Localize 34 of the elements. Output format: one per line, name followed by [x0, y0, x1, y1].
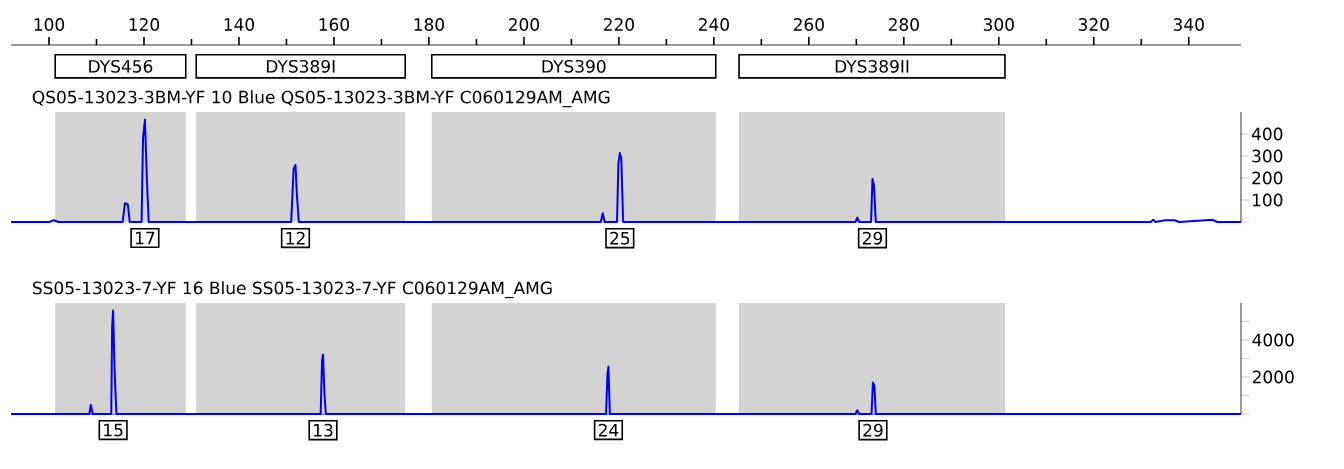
annotation: 29	[863, 423, 883, 437]
x-tick-label: 240	[698, 18, 729, 31]
y-tick-label: 100	[1252, 193, 1283, 207]
x-tick-label: 180	[414, 18, 445, 31]
annotation: 24	[598, 423, 619, 437]
line-series	[10, 118, 1242, 223]
y-tick-label: 200	[1252, 171, 1283, 185]
y-tick-label: 4000	[1252, 333, 1294, 347]
y-tick-label: 2000	[1252, 370, 1294, 384]
y-tick-label: 400	[1251, 127, 1283, 141]
band-label: DYS390	[542, 59, 606, 73]
x-tick-label: 100	[34, 18, 65, 31]
x-tick-label: 120	[129, 18, 160, 31]
annotation: 29	[862, 231, 883, 245]
chart-title: SS05-13023-7-YF 16 Blue SS05-13023-7-YF C060129AM_AMG	[32, 281, 552, 299]
x-tick-label: 320	[1078, 18, 1109, 31]
x-tick-label: 200	[508, 18, 539, 31]
annotation: 15	[104, 423, 123, 437]
x-tick-label: 300	[983, 18, 1014, 31]
x-tick-label: 340	[1173, 18, 1204, 31]
chart-title: QS05-13023-3BM-YF 10 Blue QS05-13023-3BM-YF C060129AM_AMG	[32, 90, 610, 108]
annotation: 17	[136, 231, 155, 245]
band-label: DYS389II	[835, 59, 909, 73]
annotation: 13	[314, 423, 333, 437]
band-label: DYS456	[89, 59, 153, 73]
x-tick-label: 260	[793, 18, 824, 31]
x-tick-label: 220	[603, 18, 634, 31]
x-tick-label: 280	[888, 18, 919, 31]
band-label: DYS389I	[266, 59, 335, 73]
y-tick-label: 300	[1252, 149, 1283, 163]
annotation: 25	[610, 231, 630, 245]
annotation: 12	[286, 231, 305, 245]
x-tick-label: 140	[224, 18, 255, 31]
x-tick-label: 160	[319, 18, 350, 31]
